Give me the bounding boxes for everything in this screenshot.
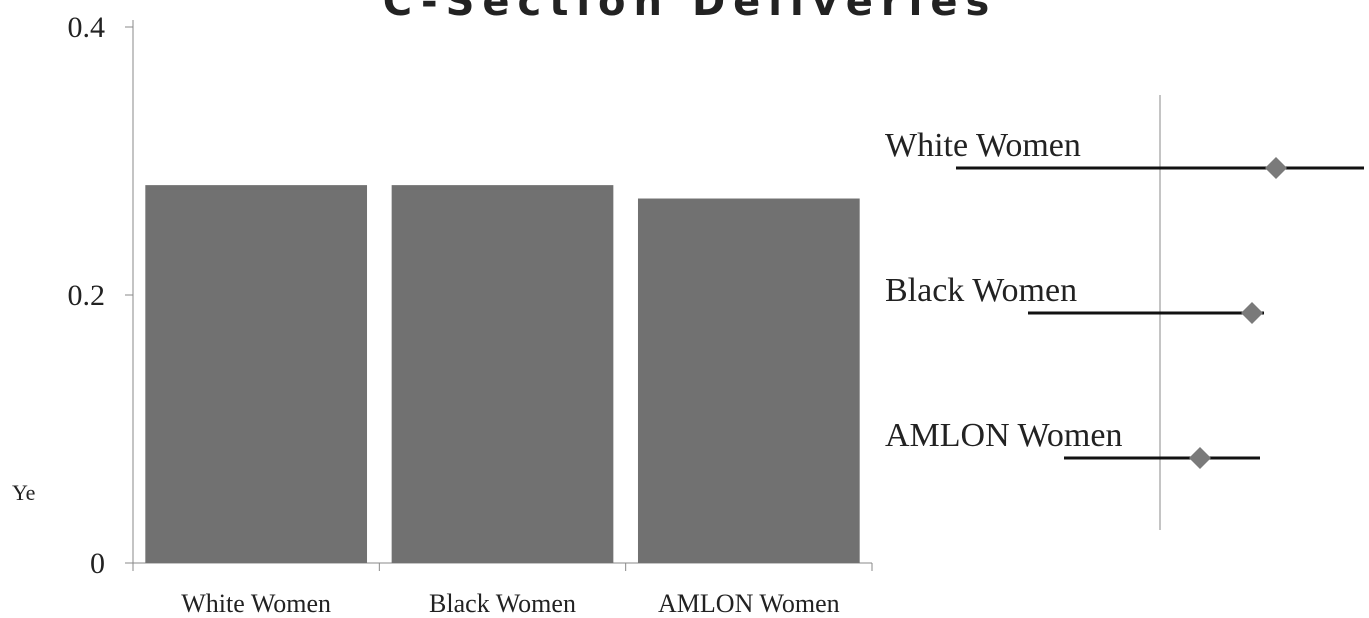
bar (637, 198, 860, 563)
row-label: AMLON Women (885, 417, 1122, 454)
y-tick-label: 0.4 (68, 11, 106, 44)
side-text: Ye (12, 480, 35, 505)
chart-title: C-Section Deliveries (383, 0, 998, 25)
y-tick-label: 0.2 (68, 279, 106, 312)
x-tick-label: AMLON Women (658, 589, 840, 618)
bar (145, 185, 368, 563)
row-label: White Women (885, 127, 1081, 164)
x-tick-label: White Women (181, 589, 331, 618)
bar (391, 185, 614, 563)
estimate-marker (1265, 157, 1287, 179)
y-tick-label: 0 (90, 547, 105, 580)
row-label: Black Women (885, 272, 1077, 309)
estimate-marker (1241, 302, 1263, 324)
estimate-marker (1189, 447, 1211, 469)
x-tick-label: Black Women (429, 589, 576, 618)
